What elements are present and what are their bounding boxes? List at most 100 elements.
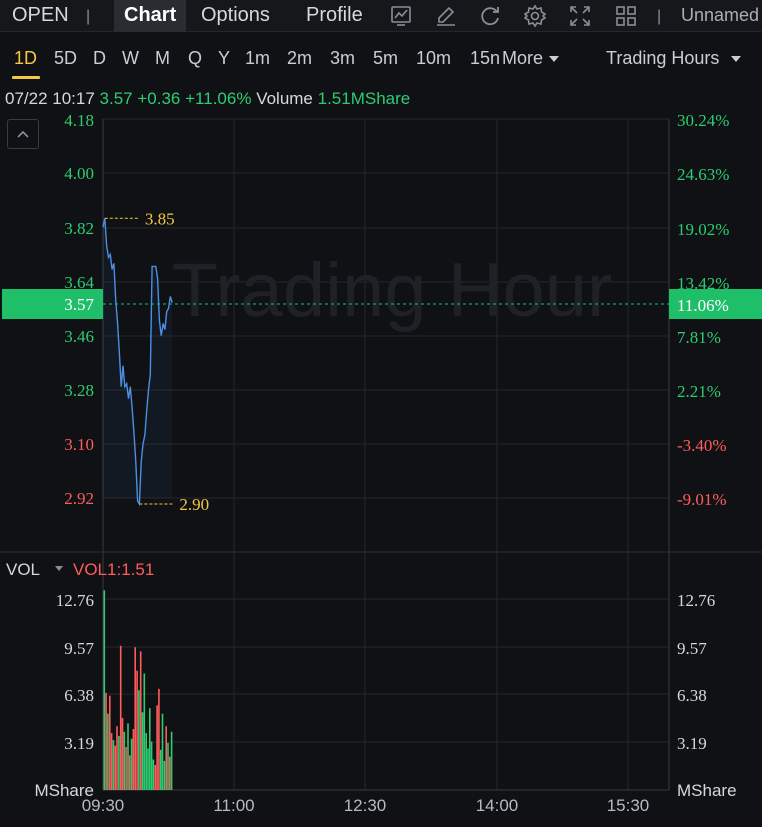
current-price-badge bbox=[2, 289, 103, 319]
chart-grid bbox=[0, 118, 762, 791]
period-d[interactable]: D bbox=[93, 48, 106, 68]
collapse-button[interactable] bbox=[7, 119, 39, 149]
volume-bar bbox=[110, 733, 113, 790]
more-periods-button[interactable]: More bbox=[502, 48, 560, 69]
volume-label: Volume bbox=[256, 89, 313, 108]
volume-bar bbox=[114, 745, 116, 790]
period-2m[interactable]: 2m bbox=[287, 48, 313, 68]
volume-bar bbox=[103, 590, 106, 790]
volume-bar bbox=[156, 705, 158, 790]
volume-bar bbox=[169, 756, 171, 790]
pct-tick-label: 30.24% bbox=[677, 111, 729, 130]
volume-panel: VOL VOL1:1.51 12.76 12.76 9.57 9.57 6.38 6.38 3.… bbox=[6, 560, 737, 800]
time-tick-label: 14:00 bbox=[476, 796, 519, 815]
volume-unit-label: MShare bbox=[34, 781, 94, 800]
gear-icon[interactable] bbox=[522, 3, 548, 29]
layout-name[interactable]: Unnamed bbox=[681, 5, 760, 25]
active-period-indicator bbox=[12, 76, 40, 79]
pct-tick-label: 24.63% bbox=[677, 165, 729, 184]
price-series bbox=[102, 218, 173, 507]
tab-options[interactable]: Options bbox=[201, 4, 270, 26]
volume-bar bbox=[136, 670, 138, 790]
volume-tick-label: 12.76 bbox=[56, 591, 94, 610]
pct-tick-label: 7.81% bbox=[677, 328, 721, 347]
watermark-text: Trading Hour bbox=[172, 248, 613, 333]
volume-bar bbox=[138, 690, 140, 790]
tab-chart[interactable]: Chart bbox=[114, 0, 187, 32]
volume-bar bbox=[141, 712, 144, 790]
price-tick-label: 3.10 bbox=[64, 435, 94, 454]
pct-tick-label: 2.21% bbox=[677, 382, 721, 401]
period-selector: 1D 5D D W M Q Y 1m 2m 3m 5m 10m 15n More… bbox=[0, 40, 762, 80]
session-selector[interactable]: Trading Hours bbox=[606, 48, 742, 69]
line-chart-icon[interactable] bbox=[388, 3, 414, 29]
volume-bar bbox=[152, 759, 155, 790]
separator: | bbox=[86, 8, 91, 25]
time-tick-label: 11:00 bbox=[213, 796, 254, 815]
current-pct-badge bbox=[669, 289, 762, 319]
price-tick-label: 3.64 bbox=[64, 273, 94, 292]
volume-bar bbox=[109, 695, 111, 790]
volume-bars bbox=[103, 590, 173, 790]
period-y[interactable]: Y bbox=[218, 48, 231, 68]
chevron-down-icon bbox=[731, 56, 742, 63]
volume-unit-label: MShare bbox=[677, 781, 737, 800]
volume-bar bbox=[134, 647, 136, 790]
volume-bar bbox=[121, 717, 124, 790]
session-label: Trading Hours bbox=[606, 48, 720, 68]
period-q[interactable]: Q bbox=[188, 48, 203, 68]
period-5d[interactable]: 5D bbox=[54, 48, 78, 68]
chevron-down-icon bbox=[549, 56, 560, 63]
volume-tick-label: 3.19 bbox=[677, 734, 707, 753]
volume-bar bbox=[149, 708, 151, 790]
period-1m[interactable]: 1m bbox=[245, 48, 271, 68]
volume-bar bbox=[129, 755, 131, 790]
symbol-label: OPEN bbox=[12, 4, 69, 26]
volume-tick-label: 9.57 bbox=[64, 639, 94, 658]
time-tick-label: 12:30 bbox=[344, 796, 387, 815]
volume-bar bbox=[105, 692, 107, 790]
price-area bbox=[103, 218, 173, 505]
volume-bar bbox=[125, 747, 127, 790]
volume-bar bbox=[158, 688, 160, 790]
pct-tick-label: -9.01% bbox=[677, 490, 727, 509]
volume-bar bbox=[112, 740, 115, 790]
period-5m[interactable]: 5m bbox=[373, 48, 399, 68]
current-pct-label: 11.06% bbox=[677, 296, 729, 315]
pen-icon[interactable] bbox=[433, 3, 459, 29]
volume-bar bbox=[130, 738, 133, 790]
volume-bar bbox=[159, 749, 162, 790]
volume-indicator-label: VOL1:1.51 bbox=[73, 560, 154, 579]
volume-bar bbox=[167, 742, 169, 790]
pct-tick-label: 19.02% bbox=[677, 220, 729, 239]
tab-profile[interactable]: Profile bbox=[306, 4, 363, 26]
grid-icon[interactable] bbox=[613, 3, 639, 29]
period-3m[interactable]: 3m bbox=[330, 48, 356, 68]
volume-tick-label: 12.76 bbox=[677, 591, 715, 610]
period-15m[interactable]: 15n bbox=[470, 48, 501, 68]
refresh-icon[interactable] bbox=[477, 3, 503, 29]
high-marker-label: 3.85 bbox=[145, 209, 175, 228]
period-10m[interactable]: 10m bbox=[416, 48, 452, 68]
volume-tick-label: 9.57 bbox=[677, 639, 707, 658]
price-tick-label: 2.92 bbox=[64, 489, 94, 508]
low-marker-label: 2.90 bbox=[179, 495, 209, 514]
pct-tick-label: -3.40% bbox=[677, 436, 727, 455]
period-1d[interactable]: 1D bbox=[14, 48, 38, 68]
period-m[interactable]: M bbox=[155, 48, 170, 68]
volume-bar bbox=[119, 645, 122, 790]
volume-bar bbox=[123, 731, 126, 790]
volume-bar bbox=[132, 729, 135, 790]
quote-datetime: 07/22 10:17 bbox=[5, 89, 95, 108]
volume-bar bbox=[139, 651, 142, 790]
volume-bar bbox=[150, 741, 153, 790]
period-w[interactable]: W bbox=[122, 48, 139, 68]
volume-bar bbox=[170, 731, 173, 790]
volume-tick-label: 6.38 bbox=[677, 686, 707, 705]
volume-bar bbox=[154, 765, 157, 790]
separator: | bbox=[657, 8, 662, 25]
expand-icon[interactable] bbox=[567, 3, 593, 29]
chart-axes: 4.00 3.82 3.64 3.46 3.28 3.10 2.92 4.18 30.24% 24… bbox=[64, 111, 729, 815]
volume-bar bbox=[145, 733, 147, 790]
